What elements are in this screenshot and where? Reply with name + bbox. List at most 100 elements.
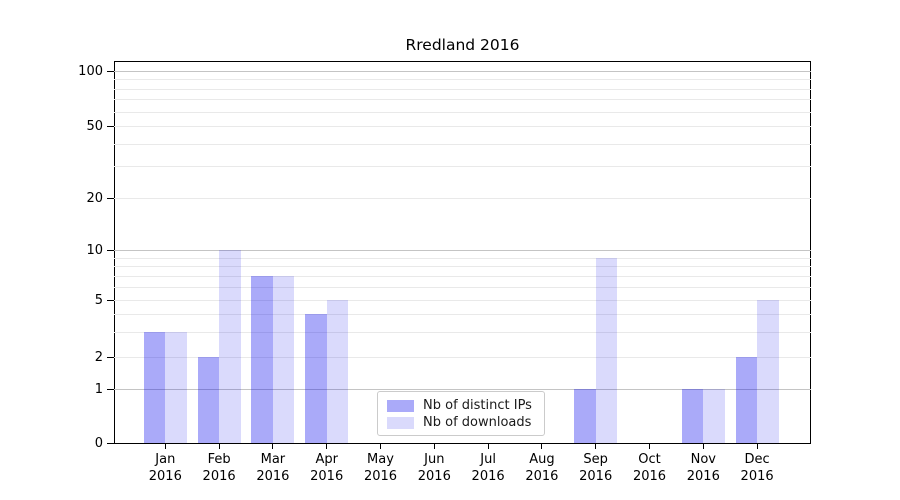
legend-swatch-distinct-ips [387, 399, 414, 412]
legend-item-distinct-ips: Nb of distinct IPs [387, 398, 535, 413]
axis-spine-top [114, 61, 811, 62]
x-tick-year: 2016 [471, 468, 505, 484]
gridline-major [114, 250, 811, 251]
bar-mar-downloads [272, 275, 295, 443]
bar-feb-distinct-ips [197, 357, 220, 443]
y-axis-tick-mark [107, 443, 114, 444]
x-axis-tick-mark [649, 443, 650, 449]
x-tick-year: 2016 [256, 468, 290, 484]
gridline-minor [114, 275, 811, 277]
y-axis-tick-label: 1 [94, 381, 103, 397]
x-tick-year: 2016 [202, 468, 236, 484]
x-tick-year: 2016 [632, 468, 667, 484]
x-tick-year: 2016 [148, 468, 182, 484]
axis-spine-bottom [114, 443, 811, 444]
x-axis-tick-label: Jul 2016 [458, 452, 518, 485]
x-axis-tick-mark [326, 443, 328, 449]
bar-sep-downloads [595, 257, 618, 443]
y-axis-tick-label: 20 [86, 190, 103, 206]
bar-sep-distinct-ips [574, 389, 596, 443]
bar-dec-downloads [757, 300, 779, 443]
x-tick-month: Oct [638, 452, 661, 467]
x-tick-year: 2016 [417, 468, 451, 484]
legend-swatch-downloads [387, 416, 414, 429]
y-axis-tick-label: 0 [94, 435, 103, 451]
legend-label-downloads: Nb of downloads [423, 415, 532, 430]
gridline-minor [114, 286, 811, 288]
x-tick-month: Dec [744, 452, 770, 467]
gridline-minor [114, 266, 811, 268]
x-tick-year: 2016 [686, 468, 720, 484]
x-tick-month: Jun [424, 452, 445, 467]
x-tick-month: Aug [529, 452, 555, 467]
legend: Nb of distinct IPs Nb of downloads [377, 391, 545, 436]
y-axis-tick-mark [107, 198, 114, 199]
x-axis-tick-label: Jan 2016 [135, 452, 195, 485]
y-axis: 0 1 2 5 10 20 50 100 [0, 61, 103, 451]
plot-area [107, 61, 811, 444]
bar-nov-downloads [703, 389, 725, 443]
gridline-minor [114, 331, 811, 333]
x-axis-tick-label: May 2016 [351, 452, 411, 485]
bar-jan-downloads [165, 331, 187, 443]
x-axis-tick-mark [756, 443, 758, 449]
x-axis-tick-label: Mar 2016 [243, 452, 303, 485]
x-tick-month: Jan [155, 452, 176, 467]
x-tick-year: 2016 [579, 468, 613, 484]
chart-title: Rredland 2016 [405, 36, 520, 54]
x-axis: Jan 2016 Feb 2016 Mar 2016 Apr 2016 May 2016 Jun 20… [114, 61, 811, 500]
x-tick-month: Mar [260, 452, 286, 467]
axis-spine-right [810, 61, 811, 444]
gridline-minor [114, 313, 811, 315]
x-axis-tick-label: Dec 2016 [727, 452, 787, 485]
gridline-minor [114, 198, 811, 199]
y-axis-tick-label: 10 [86, 242, 103, 258]
x-axis-tick-label: Nov 2016 [673, 452, 733, 485]
x-axis-tick-label: Aug 2016 [512, 452, 572, 485]
y-axis-tick-label: 100 [78, 63, 103, 79]
gridline-minor [114, 357, 811, 358]
y-axis-tick-label: 5 [94, 292, 103, 308]
x-tick-month: Sep [583, 452, 608, 467]
x-axis-tick-mark [541, 443, 543, 449]
bar-nov-distinct-ips [681, 389, 704, 443]
x-tick-month: Nov [690, 452, 716, 467]
x-tick-month: Jul [480, 452, 496, 467]
axis-spine-left [114, 61, 115, 444]
x-axis-tick-mark [595, 443, 597, 449]
x-axis-tick-label: Sep 2016 [566, 452, 626, 485]
x-axis-tick-mark [487, 443, 489, 449]
x-axis-tick-label: Jun 2016 [404, 452, 464, 485]
bar-dec-distinct-ips [735, 357, 758, 443]
x-axis-tick-label: Feb 2016 [189, 452, 249, 485]
gridline-minor [114, 99, 811, 101]
x-axis-tick-label: Oct 2016 [620, 452, 680, 485]
x-axis-tick-mark [272, 443, 274, 449]
y-axis-tick-mark [107, 250, 114, 251]
y-axis-tick-mark [107, 300, 114, 301]
gridline-major [114, 389, 811, 390]
gridline-minor [114, 257, 811, 259]
x-axis-tick-label: Apr 2016 [297, 452, 357, 485]
y-axis-tick-label: 2 [94, 349, 103, 365]
gridline-minor [114, 111, 811, 113]
legend-item-downloads: Nb of downloads [387, 415, 535, 430]
x-axis-tick-mark [218, 443, 220, 449]
gridline-minor [114, 143, 811, 145]
x-tick-month: Apr [315, 452, 338, 467]
bar-feb-downloads [219, 250, 241, 443]
y-axis-tick-mark [107, 71, 114, 72]
gridline-minor [114, 300, 811, 301]
y-axis-tick-label: 50 [86, 118, 103, 134]
x-axis-tick-mark [702, 443, 704, 449]
gridline-minor [114, 79, 811, 81]
x-axis-tick-mark [164, 443, 166, 449]
x-tick-month: Feb [207, 452, 231, 467]
gridline-minor [114, 126, 811, 127]
gridline-major [114, 71, 811, 72]
y-axis-tick-mark [107, 389, 114, 390]
bar-jan-distinct-ips [143, 331, 166, 443]
y-axis-tick-mark [107, 126, 114, 127]
legend-label-distinct-ips: Nb of distinct IPs [423, 398, 532, 413]
